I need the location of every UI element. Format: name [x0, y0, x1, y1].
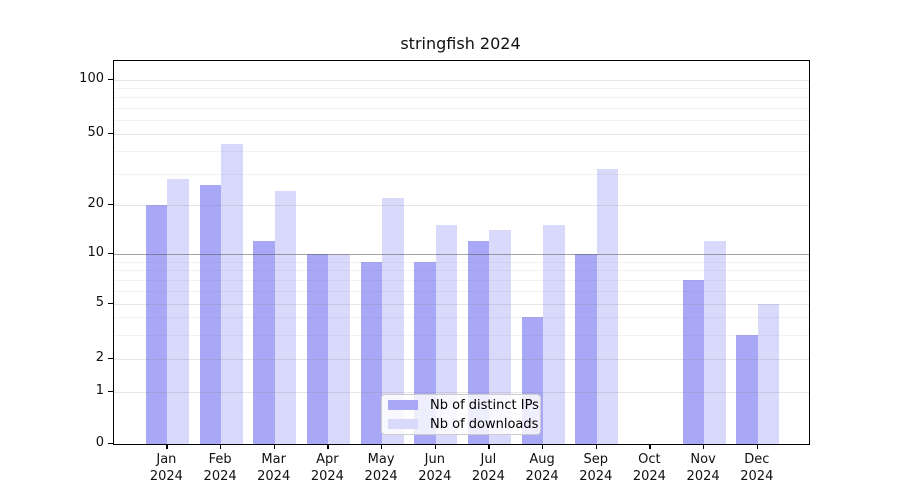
bar-distinct-ips-dec — [736, 334, 758, 444]
x-tick-mark-feb — [220, 444, 222, 449]
bar-downloads-sep — [596, 168, 619, 444]
legend-label-downloads: Nb of downloads — [430, 416, 539, 432]
bar-distinct-ips-nov — [682, 279, 705, 444]
y-tick-label-100: 100 — [79, 71, 104, 86]
x-tick-label-feb: Feb 2024 — [203, 452, 237, 484]
legend: Nb of distinct IPs Nb of downloads — [381, 394, 541, 435]
bar-distinct-ips-mar — [253, 241, 275, 444]
x-tick-label-apr: Apr 2024 — [310, 452, 344, 484]
bar-distinct-ips-jan — [145, 205, 168, 444]
y-tick-mark-100 — [108, 79, 113, 81]
bar-distinct-ips-apr — [306, 254, 329, 444]
bar-distinct-ips-may — [360, 261, 383, 444]
gridline-4 — [114, 317, 809, 319]
bar-distinct-ips-jul — [467, 241, 490, 444]
bar-downloads-apr — [328, 254, 350, 444]
bar-distinct-ips-sep — [575, 254, 597, 444]
gridline-2 — [114, 359, 809, 360]
bar-downloads-aug — [543, 225, 565, 444]
gridline-30 — [114, 173, 809, 175]
gridline-50 — [114, 134, 809, 135]
y-tick-label-10: 10 — [87, 245, 104, 260]
plot-area: Nb of distinct IPs Nb of downloads — [113, 60, 810, 445]
legend-swatch-downloads — [388, 419, 418, 429]
x-tick-label-aug: Aug 2024 — [525, 452, 559, 484]
y-tick-mark-10 — [108, 253, 113, 255]
x-tick-label-jan: Jan 2024 — [149, 452, 183, 484]
bar-downloads-dec — [757, 304, 780, 444]
gridline-80 — [114, 97, 809, 99]
y-tick-label-2: 2 — [95, 350, 104, 365]
gridline-60 — [114, 119, 809, 121]
bar-downloads-jan — [167, 178, 189, 444]
x-tick-label-sep: Sep 2024 — [579, 452, 613, 484]
bar-downloads-jun — [435, 225, 458, 444]
gridline-100 — [114, 80, 809, 81]
x-tick-mark-jul — [488, 444, 490, 449]
gridline-9 — [114, 261, 809, 263]
y-tick-label-20: 20 — [87, 196, 104, 211]
x-tick-mark-mar — [273, 444, 275, 449]
x-tick-label-dec: Dec 2024 — [740, 452, 774, 484]
x-tick-mark-aug — [542, 444, 544, 449]
chart-title: stringfish 2024 — [400, 34, 521, 53]
y-tick-label-50: 50 — [87, 125, 104, 140]
gridline-5 — [114, 304, 809, 305]
x-tick-label-oct: Oct 2024 — [632, 452, 666, 484]
y-tick-mark-20 — [108, 204, 113, 206]
y-tick-mark-1 — [108, 391, 113, 393]
legend-item-distinct-ips: Nb of distinct IPs — [388, 398, 539, 413]
bar-downloads-may — [382, 197, 404, 444]
gridline-1 — [114, 392, 809, 393]
gridline-70 — [114, 107, 809, 109]
y-tick-mark-5 — [108, 303, 113, 305]
bar-distinct-ips-feb — [199, 184, 222, 444]
x-tick-label-may: May 2024 — [364, 452, 398, 484]
x-tick-mark-may — [381, 444, 383, 449]
gridline-6 — [114, 290, 809, 292]
x-tick-label-nov: Nov 2024 — [686, 452, 720, 484]
x-tick-mark-nov — [703, 444, 705, 449]
gridline-8 — [114, 270, 809, 272]
legend-label-distinct-ips: Nb of distinct IPs — [430, 397, 539, 413]
legend-item-downloads: Nb of downloads — [388, 417, 538, 432]
x-tick-mark-dec — [756, 444, 759, 449]
x-tick-mark-oct — [649, 444, 651, 449]
y-tick-label-0: 0 — [95, 435, 104, 450]
y-tick-label-1: 1 — [95, 383, 104, 398]
x-tick-mark-jun — [434, 444, 437, 449]
bar-downloads-nov — [704, 241, 726, 444]
y-tick-label-5: 5 — [95, 295, 104, 310]
x-tick-label-jul: Jul 2024 — [471, 452, 505, 484]
x-tick-mark-apr — [327, 444, 329, 449]
legend-swatch-distinct-ips — [388, 400, 418, 410]
gridline-40 — [114, 151, 809, 153]
x-tick-mark-sep — [595, 444, 598, 449]
y-tick-mark-2 — [108, 358, 113, 360]
x-tick-label-mar: Mar 2024 — [257, 452, 291, 484]
bar-downloads-feb — [221, 143, 243, 444]
y-tick-mark-0 — [108, 443, 113, 445]
bar-downloads-jul — [489, 230, 511, 444]
x-tick-mark-jan — [166, 444, 168, 449]
gridline-20 — [114, 205, 809, 206]
gridline-90 — [114, 88, 809, 90]
gridline-10 — [114, 254, 809, 255]
x-tick-label-jun: Jun 2024 — [418, 452, 452, 484]
gridline-7 — [114, 279, 809, 281]
gridline-3 — [114, 334, 809, 336]
y-tick-mark-50 — [108, 133, 113, 135]
